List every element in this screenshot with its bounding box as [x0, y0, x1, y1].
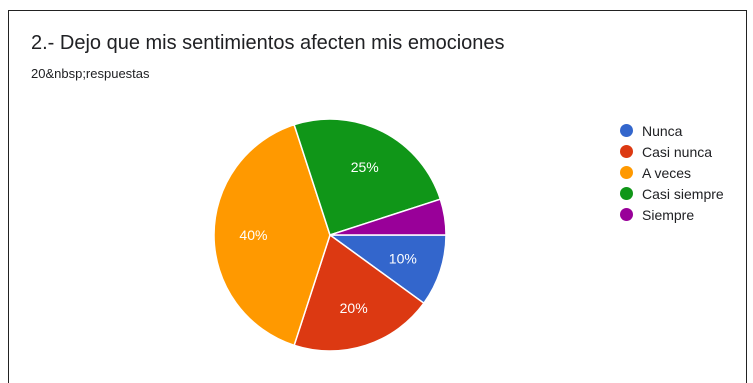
legend-label: Casi siempre — [642, 185, 724, 202]
legend-label: Casi nunca — [642, 143, 713, 160]
chart-legend: Nunca Casi nunca A veces Casi siempre Siempr… — [620, 120, 724, 225]
legend-label: Nunca — [642, 122, 683, 139]
slice-label-nunca: 10% — [389, 251, 417, 267]
chart-title: 2.- Dejo que mis sentimientos afecten mi… — [31, 32, 505, 54]
legend-label: Siempre — [642, 206, 695, 223]
legend-swatch-nunca — [620, 124, 633, 137]
legend-item-siempre: Siempre — [620, 204, 724, 225]
legend-item-a-veces: A veces — [620, 162, 724, 183]
legend-swatch-a-veces — [620, 166, 633, 179]
pie-slice-casi-siempre — [293, 118, 442, 236]
pie-slice-siempre — [329, 198, 447, 236]
pie-slice-a-veces — [213, 123, 331, 347]
slice-label-casi-nunca: 20% — [340, 300, 368, 316]
slice-label-a-veces: 40% — [239, 227, 267, 243]
legend-swatch-siempre — [620, 208, 633, 221]
legend-item-nunca: Nunca — [620, 120, 724, 141]
pie-slice-nunca — [327, 234, 447, 305]
legend-item-casi-siempre: Casi siempre — [620, 183, 724, 204]
response-count: 20&nbsp;respuestas — [31, 66, 150, 81]
pie-slice-casi-nunca — [293, 233, 425, 352]
slice-label-casi-siempre: 25% — [351, 159, 379, 175]
legend-swatch-casi-nunca — [620, 145, 633, 158]
legend-item-casi-nunca: Casi nunca — [620, 141, 724, 162]
legend-swatch-casi-siempre — [620, 187, 633, 200]
legend-label: A veces — [642, 164, 692, 181]
